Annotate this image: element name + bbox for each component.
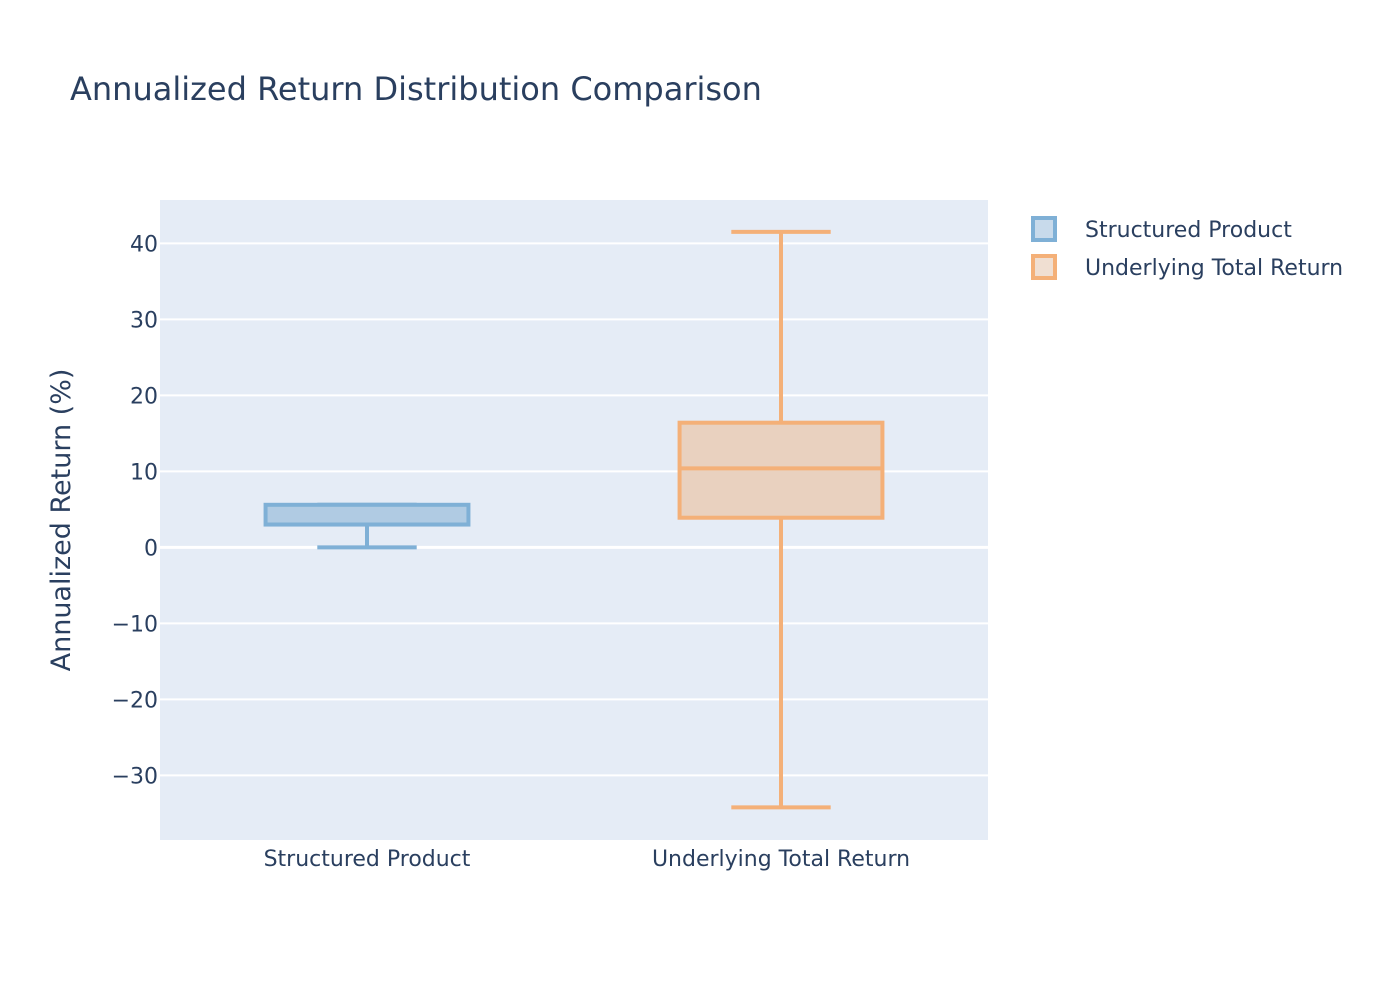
gridlines — [160, 242, 988, 777]
legend-item: Underlying Total Return — [1031, 254, 1343, 281]
legend-swatch — [1031, 254, 1057, 280]
legend-label: Structured Product — [1085, 218, 1292, 243]
x-axis-ticks: Structured Product Underlying Total Retur… — [264, 847, 910, 872]
y-tick-label: 40 — [130, 232, 158, 257]
y-tick-label: −30 — [112, 764, 158, 789]
chart-title: Annualized Return Distribution Compariso… — [70, 70, 762, 108]
box-series — [677, 229, 885, 810]
y-tick-label: 0 — [144, 536, 158, 561]
y-tick-label: −10 — [112, 612, 158, 637]
legend-swatch — [1031, 216, 1057, 242]
y-tick-label: −20 — [112, 688, 158, 713]
x-tick-label: Structured Product — [264, 847, 471, 872]
legend-item: Structured Product — [1031, 216, 1292, 243]
legend-label: Underlying Total Return — [1085, 256, 1343, 281]
box-series — [263, 502, 471, 550]
y-tick-label: 10 — [130, 460, 158, 485]
y-tick-label: 20 — [130, 384, 158, 409]
y-tick-label: 30 — [130, 308, 158, 333]
legend: Structured Product Underlying Total Retur… — [1031, 216, 1343, 281]
interquartile-box — [263, 502, 471, 527]
y-axis-ticks: 40 30 20 10 0 −10 −20 −30 — [112, 232, 158, 789]
y-axis-title: Annualized Return (%) — [46, 369, 77, 672]
x-tick-label: Underlying Total Return — [652, 847, 910, 872]
boxes — [263, 229, 885, 810]
